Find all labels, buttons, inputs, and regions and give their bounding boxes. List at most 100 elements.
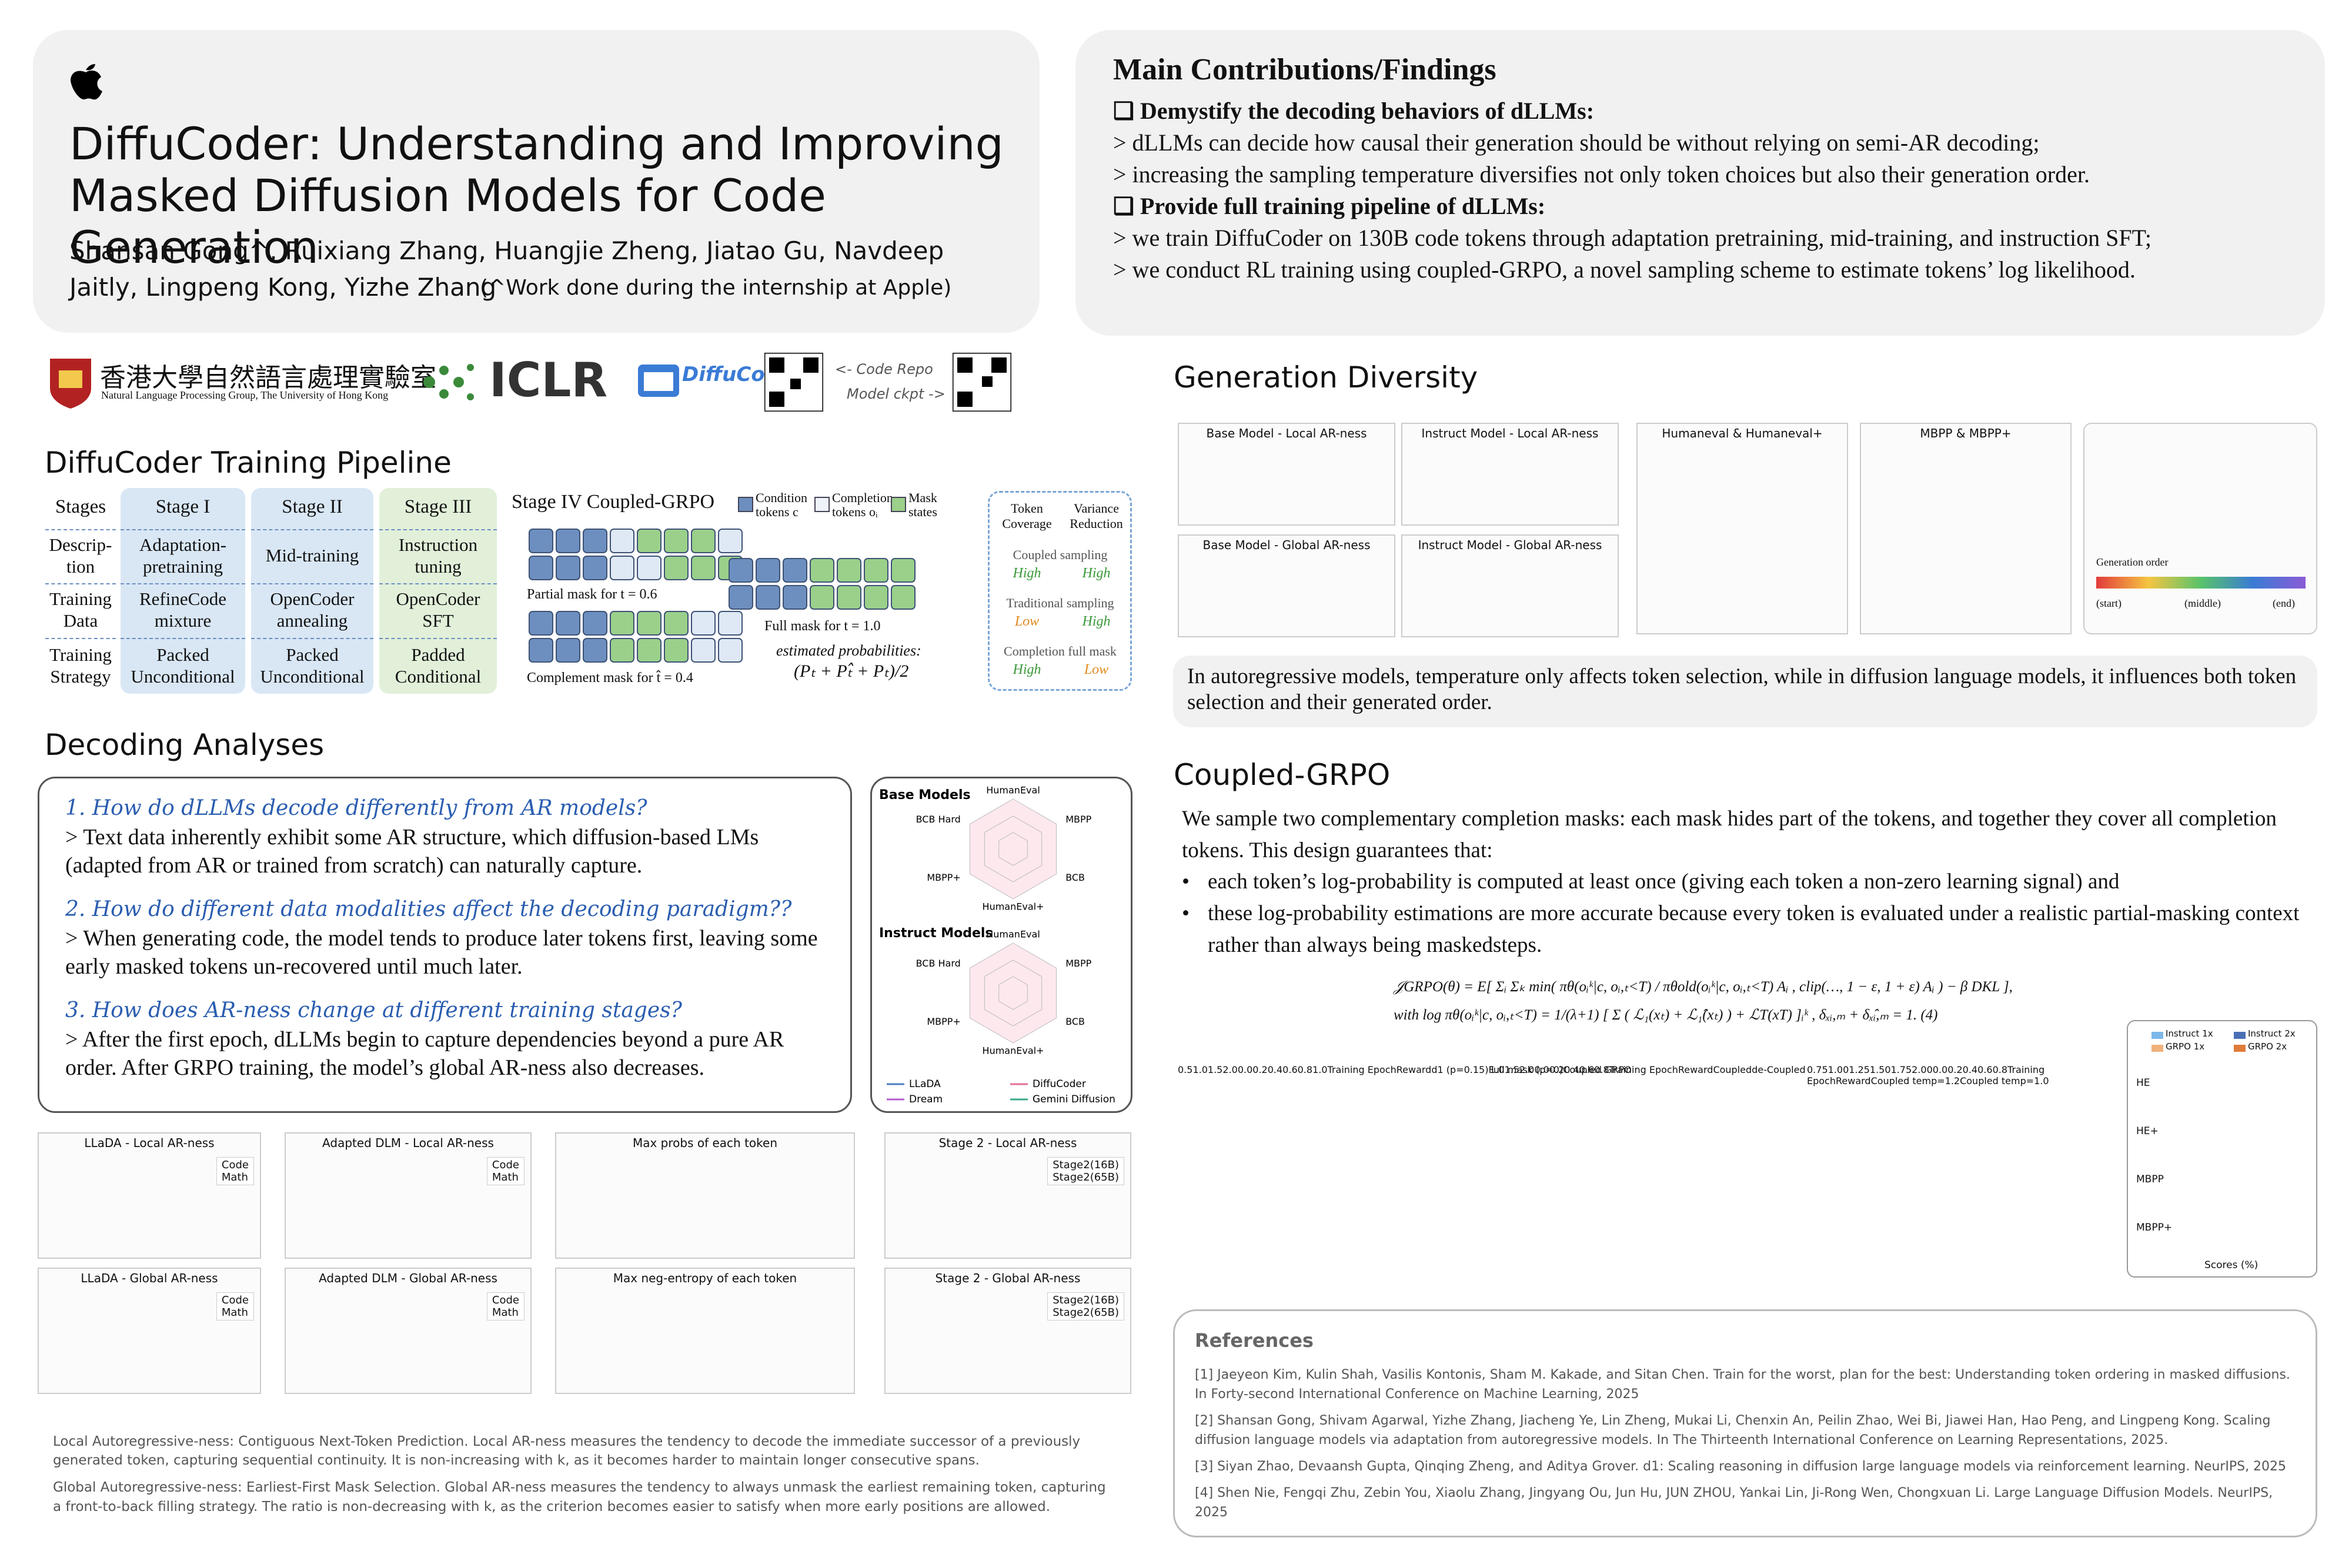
figure-panel: Adapted DLM - Global AR-ness Code Math: [285, 1268, 532, 1394]
qr-code: [953, 353, 1011, 412]
legend-label: Completion tokens oᵢ: [832, 490, 893, 519]
radar-axis-label: MBPP+: [927, 872, 960, 883]
compare-name: Coupled sampling: [1013, 547, 1108, 562]
legend-swatch: [738, 497, 753, 512]
token-square: [691, 638, 716, 663]
legend-label: Code: [221, 1159, 249, 1171]
token-square: [556, 556, 580, 580]
figure-title: Instruct Model - Global AR-ness: [1418, 538, 1602, 552]
reference: [3] Siyan Zhao, Devaansh Gupta, Qinqing …: [1195, 1459, 2287, 1474]
legend-swatch: [2234, 1045, 2246, 1052]
token-square: [529, 556, 553, 580]
table-header: Stage III: [404, 496, 472, 518]
radar-grid: [998, 832, 1028, 866]
x-tick-label: 1.0: [1312, 1064, 1328, 1075]
table-header: Stage I: [155, 496, 211, 518]
figure-title: Stage 2 - Local AR-ness: [938, 1136, 1077, 1150]
x-axis-label: Training Epoch: [1327, 1064, 1396, 1075]
table-cell: Mid-training: [251, 529, 373, 581]
legend-label: Math: [492, 1171, 519, 1183]
legend-label: Dream: [909, 1094, 943, 1105]
answer: > When generating code, the model tends …: [65, 926, 818, 979]
generation-order: Generation order (start) (middle) (end): [2083, 423, 2317, 634]
author-list: Shansan Gong^, Ruixiang Zhang, Huangjie …: [69, 236, 944, 302]
y-tick-label: 1.25: [1849, 1064, 1870, 1075]
score-figure: Instruct 1x Instruct 2x GRPO 1x GRPO 2x HE HE…: [2127, 1020, 2317, 1278]
x-tick-label: 0.0: [1534, 1064, 1549, 1075]
figure-panel: MBPP & MBPP+: [1860, 423, 2072, 634]
figure-panel: LLaDA - Global AR-ness Code Math: [38, 1268, 261, 1394]
line-chart: 1.01.52.00.00.20.40.60.8Training EpochRe…: [1489, 1064, 1806, 1075]
contribution-point: > we train DiffuCoder on 130B code token…: [1113, 225, 2151, 251]
token-square: [891, 558, 916, 583]
authors: Shansan Gong^, Ruixiang Zhang, Huangjie …: [69, 233, 998, 306]
mask-diagram: [529, 529, 916, 663]
token-square: [664, 529, 689, 553]
y-tick-label: 2.0: [1519, 1064, 1535, 1075]
lab-name: 香港大學自然語言處理實驗室: [100, 363, 436, 392]
radar-chart: Base Models HumanEval MBPP BCB HumanEval+ MBP…: [879, 785, 1115, 1106]
radar-grid: [984, 815, 1043, 882]
y-tick-label: 1.0: [1489, 1064, 1505, 1075]
figure-title: Instruct Model - Local AR-ness: [1421, 426, 1599, 440]
token-square: [783, 558, 807, 583]
radar-grid: [969, 798, 1057, 900]
section-title: Generation Diversity: [1174, 360, 1478, 394]
table-cell: OpenCoder annealing: [251, 583, 373, 635]
figure-title: Stage 2 - Global AR-ness: [935, 1271, 1081, 1285]
figure-legend: Stage2(16B) Stage2(65B): [1047, 1292, 1124, 1320]
x-tick-label: 0.8: [1594, 1064, 1609, 1075]
figure-title: Base Model - Local AR-ness: [1206, 426, 1367, 440]
legend-label: Gemini Diffusion: [1033, 1094, 1115, 1105]
qr-code: [764, 353, 823, 412]
legend-label: Instruct 2x: [2248, 1028, 2296, 1039]
token-square: [529, 529, 553, 553]
code-repo: <- Code Repo: [835, 361, 933, 377]
table-cell: Packed Unconditional: [251, 638, 373, 692]
radar-axis-label: MBPP: [1065, 958, 1091, 969]
token-square: [637, 611, 662, 636]
compare-value: Low: [1084, 661, 1109, 677]
bullet-dot: •: [1182, 901, 1190, 925]
note: (^Work done during the internship at App…: [480, 276, 952, 300]
hku-crest: [50, 359, 91, 409]
legend-label: GRPO 2x: [2248, 1041, 2287, 1052]
estimated-label: estimated probabilities:: [776, 642, 921, 659]
complement-mask: Complement mask for t̂ = 0.4: [527, 670, 693, 686]
figure-legend: Code Math: [486, 1157, 524, 1185]
token-square: [729, 585, 753, 610]
radar-axis-label: BCB: [1065, 1016, 1085, 1027]
formula: 𝒥GRPO(θ) = E[ Σᵢ Σₖ min( πθ(oᵢᵏ|c, oᵢ,ₜ<…: [1394, 973, 2158, 1029]
token-square: [583, 529, 607, 553]
project-icon: [638, 365, 679, 397]
compare-header: Token Coverage: [1002, 500, 1052, 531]
radar-panel-title: Instruct Models: [879, 926, 993, 941]
line-chart: 0.751.001.251.501.752.000.00.20.40.60.8T…: [1807, 1064, 2113, 1086]
y-tick-label: 1.50: [1869, 1064, 1891, 1075]
category-label: HE+: [2136, 1125, 2159, 1137]
figure-panel: Base Model - Global AR-ness: [1178, 534, 1395, 637]
y-tick-label: 1.5: [1504, 1064, 1519, 1075]
table-cell: OpenCoder SFT: [379, 583, 497, 635]
radar-axis-label: BCB Hard: [916, 958, 961, 969]
references: References [1] Jaeyeon Kim, Kulin Shah, …: [1173, 1309, 2317, 1537]
token-square: [756, 558, 780, 583]
grpo-text: We sample two complementary completion m…: [1182, 803, 2317, 961]
figure-title: Base Model - Global AR-ness: [1202, 538, 1371, 552]
x-tick-label: 0.6: [1977, 1064, 1993, 1075]
table-cell: Training Strategy: [45, 638, 116, 692]
order-label: (end): [2273, 597, 2295, 609]
line-chart: 0.51.01.52.00.00.20.40.60.81.0Training E…: [1178, 1064, 1632, 1075]
table-cell: Instruction tuning: [379, 529, 497, 581]
token-square: [837, 585, 861, 610]
figure-panel: Stage 2 - Local AR-ness Stage2(16B) Stage2…: [884, 1132, 1131, 1259]
y-tick-label: 0.75: [1807, 1064, 1828, 1075]
figure-title: Max probs of each token: [632, 1136, 778, 1150]
x-axis-label: Training Epoch: [1807, 1064, 2045, 1086]
x-tick-label: 0.8: [1297, 1064, 1313, 1075]
legend-label: Stage2(65B): [1053, 1171, 1119, 1183]
token-square: [783, 585, 807, 610]
partial-mask: Partial mask for t = 0.6: [527, 587, 657, 602]
figure-panel: Humaneval & Humaneval+: [1636, 423, 1848, 634]
